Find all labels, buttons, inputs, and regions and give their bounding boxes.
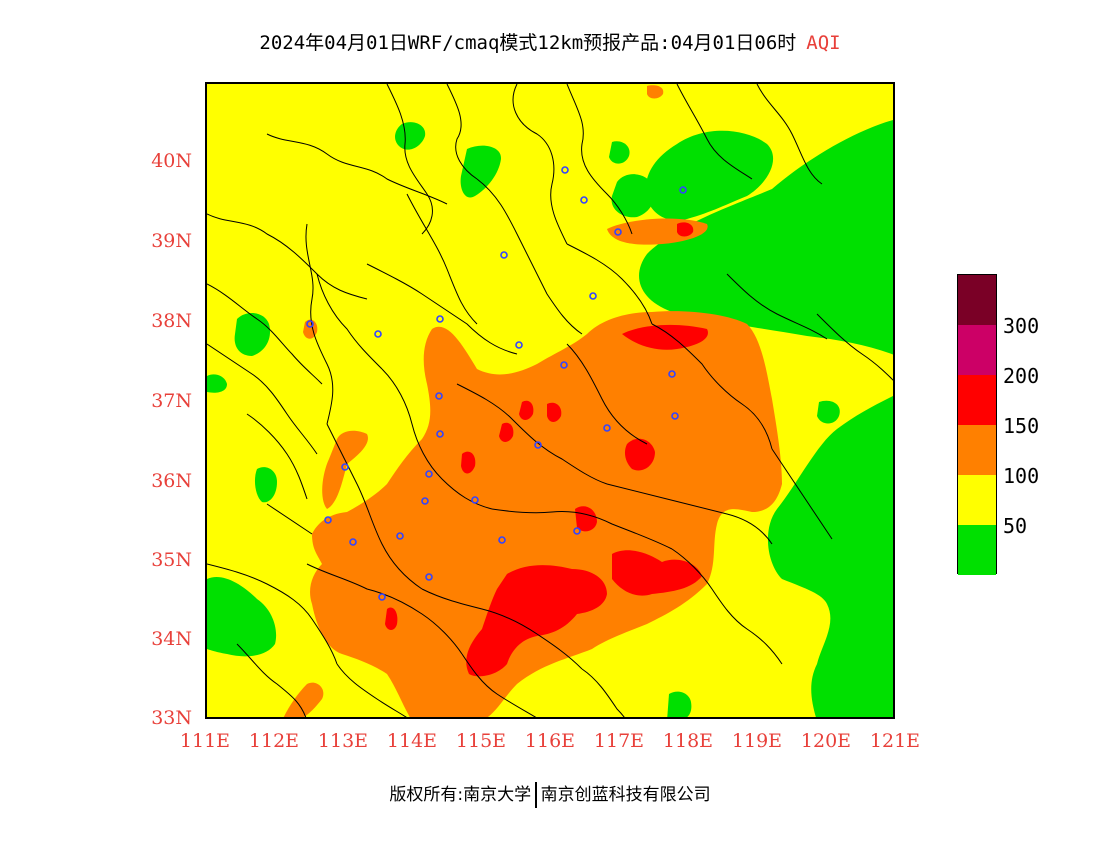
title-suffix: AQI xyxy=(806,32,841,54)
city-marker xyxy=(396,532,404,540)
unhealthy-zone-tianjin xyxy=(677,222,694,237)
credit-separator xyxy=(535,782,537,808)
legend-label-50: 50 xyxy=(1003,514,1028,538)
legend-swatch xyxy=(958,375,996,425)
city-marker xyxy=(436,315,444,323)
usg-zone-main xyxy=(310,311,782,717)
lat-label-38n: 38N xyxy=(151,310,192,332)
lon-label-120e: 120E xyxy=(800,730,852,752)
city-marker xyxy=(324,516,332,524)
credit-right: 南京创蓝科技有限公司 xyxy=(540,785,711,805)
city-markers xyxy=(306,166,687,601)
unhealthy-zone-spot-a xyxy=(499,422,514,442)
city-marker xyxy=(435,392,443,400)
city-marker xyxy=(614,228,622,236)
city-marker xyxy=(349,538,357,546)
copyright-credit: 版权所有:南京大学 南京创蓝科技有限公司 xyxy=(0,780,1100,808)
legend-label-300: 300 xyxy=(1003,314,1040,338)
city-marker xyxy=(498,536,506,544)
unhealthy-zone-north xyxy=(622,324,708,350)
good-zone-west-b xyxy=(207,374,227,393)
lon-label-121e: 121E xyxy=(869,730,921,752)
city-marker xyxy=(378,593,386,601)
city-marker xyxy=(589,292,597,300)
good-zone-north-a xyxy=(395,122,426,150)
good-zone-south xyxy=(667,691,692,717)
aqi-map xyxy=(205,82,895,719)
city-marker xyxy=(425,573,433,581)
city-marker xyxy=(679,186,687,194)
lon-label-119e: 119E xyxy=(731,730,783,752)
city-marker xyxy=(500,251,508,259)
unhealthy-zone-spot-e xyxy=(519,400,534,420)
good-zone-east-coast xyxy=(817,400,840,424)
legend-swatch xyxy=(958,325,996,375)
lat-label-35n: 35N xyxy=(151,549,192,571)
lon-label-118e: 118E xyxy=(662,730,714,752)
legend-label-150: 150 xyxy=(1003,414,1040,438)
city-marker xyxy=(341,463,349,471)
city-marker xyxy=(471,496,479,504)
city-marker xyxy=(306,320,314,328)
city-marker xyxy=(603,424,611,432)
unhealthy-zone-mid xyxy=(575,506,597,532)
lon-label-113e: 113E xyxy=(317,730,369,752)
city-marker xyxy=(580,196,588,204)
good-zone-west-a xyxy=(234,312,271,356)
admin-boundaries xyxy=(207,84,893,717)
credit-left: 版权所有:南京大学 xyxy=(389,785,532,805)
lat-label-33n: 33N xyxy=(151,707,192,729)
good-zone-west-c xyxy=(254,467,277,503)
title-main: 2024年04月01日WRF/cmaq模式12km预报产品:04月01日06时 xyxy=(259,32,797,54)
map-title: 2024年04月01日WRF/cmaq模式12km预报产品:04月01日06时 A… xyxy=(0,28,1100,55)
good-zone-tianjin xyxy=(611,174,655,218)
lon-label-115e: 115E xyxy=(455,730,507,752)
lat-label-40n: 40N xyxy=(151,150,192,172)
unhealthy-zone-spot-d xyxy=(385,607,398,630)
usg-zone-south-tail xyxy=(283,682,324,717)
city-marker xyxy=(671,412,679,420)
legend-swatch xyxy=(958,525,996,575)
good-zone-southwest xyxy=(207,576,277,657)
lon-label-112e: 112E xyxy=(248,730,300,752)
lat-label-34n: 34N xyxy=(151,628,192,650)
legend-label-200: 200 xyxy=(1003,364,1040,388)
city-marker xyxy=(561,166,569,174)
lon-label-111e: 111E xyxy=(179,730,231,752)
aqi-map-svg xyxy=(207,84,893,717)
good-zone-beijing xyxy=(460,145,502,198)
legend-swatch xyxy=(958,475,996,525)
unhealthy-zone-center xyxy=(624,438,655,471)
lat-label-37n: 37N xyxy=(151,390,192,412)
unhealthy-zone-spot-b xyxy=(461,451,476,474)
lon-label-116e: 116E xyxy=(524,730,576,752)
good-zone-north-b xyxy=(609,141,630,164)
city-marker xyxy=(425,470,433,478)
lat-label-39n: 39N xyxy=(151,230,192,252)
city-marker xyxy=(668,370,676,378)
city-marker xyxy=(515,341,523,349)
aqi-legend xyxy=(957,274,997,575)
city-marker xyxy=(560,361,568,369)
lon-label-117e: 117E xyxy=(593,730,645,752)
legend-swatch xyxy=(958,275,996,325)
city-marker xyxy=(436,430,444,438)
unhealthy-zone-south-large xyxy=(466,565,607,677)
city-marker xyxy=(534,441,542,449)
city-marker xyxy=(573,527,581,535)
city-marker xyxy=(421,497,429,505)
lat-label-36n: 36N xyxy=(151,470,192,492)
good-zone-north-bay xyxy=(645,130,774,221)
usg-zone-north-spot xyxy=(647,85,664,99)
unhealthy-zone-southeast xyxy=(612,550,702,596)
unhealthy-zone-spot-c xyxy=(547,402,562,422)
legend-swatch xyxy=(958,425,996,475)
good-zone-sea xyxy=(639,120,893,717)
legend-label-100: 100 xyxy=(1003,464,1040,488)
city-marker xyxy=(374,330,382,338)
lon-label-114e: 114E xyxy=(386,730,438,752)
